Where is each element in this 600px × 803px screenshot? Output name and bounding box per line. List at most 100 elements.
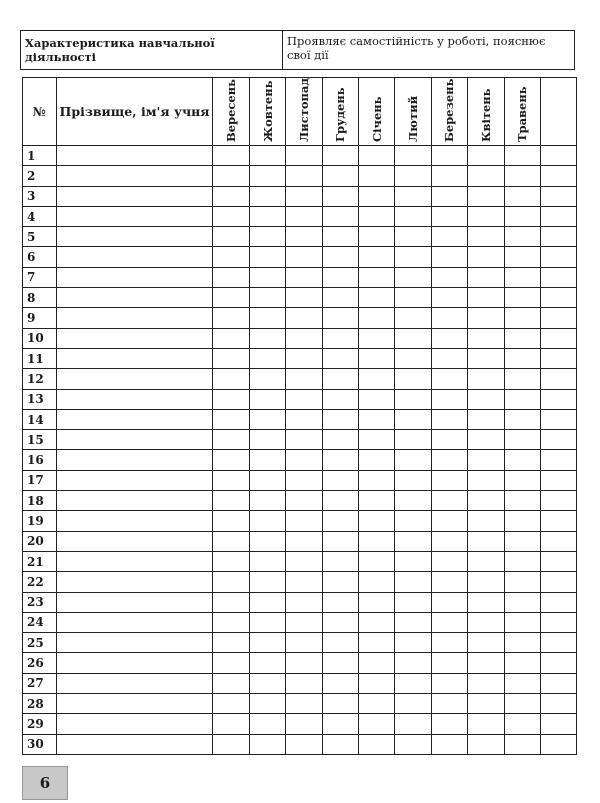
month-cell[interactable] [430, 652, 469, 674]
month-cell[interactable] [394, 307, 432, 329]
month-cell[interactable] [321, 266, 359, 289]
month-cell[interactable] [467, 429, 505, 451]
month-cell[interactable] [503, 266, 541, 289]
month-cell[interactable] [394, 144, 432, 167]
month-cell[interactable] [539, 510, 578, 532]
name-cell[interactable] [55, 307, 214, 329]
name-cell[interactable] [55, 449, 214, 471]
month-cell[interactable] [248, 490, 287, 512]
month-cell[interactable] [321, 550, 359, 573]
month-cell[interactable] [357, 307, 396, 329]
month-cell[interactable] [248, 591, 287, 613]
month-cell[interactable] [394, 347, 432, 370]
month-cell[interactable] [394, 611, 432, 634]
month-cell[interactable] [212, 368, 250, 390]
month-cell[interactable] [248, 550, 287, 573]
month-cell[interactable] [430, 226, 469, 248]
month-cell[interactable] [321, 185, 359, 207]
month-cell[interactable] [285, 287, 323, 309]
month-cell[interactable] [539, 246, 578, 268]
month-cell[interactable] [539, 266, 578, 289]
month-cell[interactable] [503, 490, 541, 512]
month-cell[interactable] [394, 429, 432, 451]
month-cell[interactable] [285, 693, 323, 715]
month-cell[interactable] [357, 449, 396, 471]
month-cell[interactable] [394, 510, 432, 532]
month-cell[interactable] [285, 226, 323, 248]
month-cell[interactable] [430, 449, 469, 471]
month-cell[interactable] [357, 469, 396, 492]
name-cell[interactable] [55, 347, 214, 370]
month-cell[interactable] [430, 510, 469, 532]
month-cell[interactable] [321, 388, 359, 410]
month-cell[interactable] [539, 144, 578, 167]
month-cell[interactable] [212, 490, 250, 512]
month-cell[interactable] [539, 672, 578, 695]
name-cell[interactable] [55, 327, 214, 349]
month-cell[interactable] [285, 591, 323, 613]
month-cell[interactable] [248, 246, 287, 268]
month-cell[interactable] [467, 368, 505, 390]
month-cell[interactable] [430, 388, 469, 410]
month-cell[interactable] [248, 388, 287, 410]
month-cell[interactable] [321, 611, 359, 634]
month-cell[interactable] [248, 469, 287, 492]
month-cell[interactable] [503, 408, 541, 431]
month-cell[interactable] [285, 388, 323, 410]
month-cell[interactable] [285, 733, 323, 755]
month-cell[interactable] [467, 571, 505, 593]
month-cell[interactable] [357, 368, 396, 390]
month-cell[interactable] [467, 205, 505, 228]
month-cell[interactable] [321, 368, 359, 390]
name-cell[interactable] [55, 287, 214, 309]
month-cell[interactable] [212, 226, 250, 248]
month-cell[interactable] [248, 672, 287, 695]
month-cell[interactable] [539, 226, 578, 248]
month-cell[interactable] [467, 652, 505, 674]
month-cell[interactable] [212, 469, 250, 492]
month-cell[interactable] [285, 713, 323, 735]
month-cell[interactable] [248, 429, 287, 451]
name-cell[interactable] [55, 713, 214, 735]
month-cell[interactable] [321, 632, 359, 654]
month-cell[interactable] [212, 611, 250, 634]
month-cell[interactable] [539, 327, 578, 349]
month-cell[interactable] [321, 713, 359, 735]
month-cell[interactable] [248, 693, 287, 715]
month-cell[interactable] [503, 672, 541, 695]
month-cell[interactable] [394, 388, 432, 410]
month-cell[interactable] [285, 530, 323, 552]
month-cell[interactable] [357, 672, 396, 695]
month-cell[interactable] [248, 632, 287, 654]
name-cell[interactable] [55, 632, 214, 654]
month-cell[interactable] [248, 733, 287, 755]
month-cell[interactable] [430, 733, 469, 755]
name-cell[interactable] [55, 165, 214, 187]
month-cell[interactable] [285, 571, 323, 593]
name-cell[interactable] [55, 530, 214, 552]
month-cell[interactable] [430, 327, 469, 349]
name-cell[interactable] [55, 693, 214, 715]
month-cell[interactable] [248, 287, 287, 309]
month-cell[interactable] [212, 693, 250, 715]
name-cell[interactable] [55, 490, 214, 512]
month-cell[interactable] [430, 205, 469, 228]
month-cell[interactable] [539, 347, 578, 370]
month-cell[interactable] [357, 408, 396, 431]
month-cell[interactable] [357, 652, 396, 674]
month-cell[interactable] [503, 347, 541, 370]
month-cell[interactable] [321, 591, 359, 613]
month-cell[interactable] [503, 571, 541, 593]
name-cell[interactable] [55, 733, 214, 755]
month-cell[interactable] [285, 672, 323, 695]
month-cell[interactable] [503, 388, 541, 410]
month-cell[interactable] [321, 652, 359, 674]
month-cell[interactable] [503, 205, 541, 228]
month-cell[interactable] [467, 226, 505, 248]
month-cell[interactable] [503, 165, 541, 187]
month-cell[interactable] [467, 510, 505, 532]
month-cell[interactable] [539, 429, 578, 451]
month-cell[interactable] [321, 469, 359, 492]
month-cell[interactable] [212, 672, 250, 695]
month-cell[interactable] [212, 388, 250, 410]
